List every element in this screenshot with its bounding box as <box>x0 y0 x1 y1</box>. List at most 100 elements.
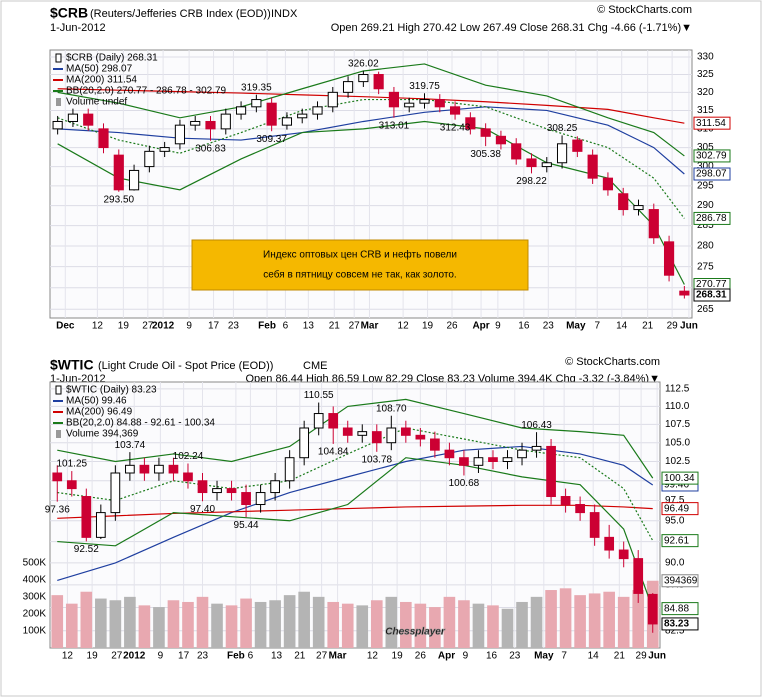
candle-body <box>81 496 92 538</box>
candle-body <box>502 457 513 463</box>
last-value-box <box>661 534 699 548</box>
candle-body <box>139 464 150 474</box>
candle-body <box>255 492 266 506</box>
candle-body <box>226 488 237 494</box>
candle-body <box>266 102 277 126</box>
candle-body <box>663 241 675 276</box>
y-tick-label: 90.0 <box>665 558 685 569</box>
candle-body <box>415 434 426 440</box>
volume-tick-label: 100K <box>23 626 47 637</box>
x-tick-label: Apr <box>472 321 489 332</box>
candle-body <box>297 113 308 119</box>
y-tick-label: 325 <box>697 69 714 80</box>
volume-bar <box>516 601 528 648</box>
candle-body <box>205 120 216 130</box>
last-value-box <box>693 288 731 302</box>
last-value-box <box>693 211 731 225</box>
x-tick-label: 21 <box>642 321 654 332</box>
last-value-label: 100.34 <box>664 473 695 484</box>
x-tick-label: 27 <box>316 651 328 662</box>
volume-bar <box>65 603 78 648</box>
x-tick-label: May <box>566 321 586 332</box>
watermark: Chessplayer <box>385 627 446 638</box>
volume-bar <box>588 593 601 648</box>
x-tick-label: 16 <box>518 321 530 332</box>
last-value-box <box>661 471 699 485</box>
last-value-label: 84.88 <box>664 603 689 614</box>
x-tick-label: 2012 <box>123 651 146 662</box>
candle-body <box>312 106 323 115</box>
overlay-line <box>57 504 653 519</box>
candle-body <box>449 106 461 115</box>
x-tick-label: 7 <box>594 321 600 332</box>
candle-body <box>434 99 445 108</box>
y-tick-label: 280 <box>697 241 714 252</box>
volume-bar <box>51 595 64 648</box>
y-tick-label: 295 <box>697 181 714 192</box>
y-tick-label: 285 <box>697 220 714 231</box>
legend-label: BB(20,2.0) 270.77 - 286.78 - 302.79 <box>66 86 227 97</box>
candle-body <box>400 427 411 436</box>
price-annotation: 102.24 <box>173 451 204 462</box>
candle-body <box>154 464 164 474</box>
candle-body <box>220 113 231 130</box>
last-value-label: 92.61 <box>664 535 689 546</box>
last-value-label: 96.49 <box>664 503 689 514</box>
candle-body <box>144 150 155 168</box>
legend-label: $WTIC (Daily) 83.23 <box>66 385 157 396</box>
volume-bar <box>138 605 151 648</box>
x-tick-label: 17 <box>208 321 220 332</box>
overlay-line <box>57 457 654 609</box>
price-annotation: 309.37 <box>256 134 287 145</box>
candle-body <box>531 445 542 451</box>
y-tick-label: 305 <box>697 142 714 153</box>
price-annotation: 312.43 <box>440 123 471 134</box>
y-tick-label: 95.0 <box>665 515 685 526</box>
price-annotation: 92.52 <box>74 544 99 555</box>
last-value-label: 394369 <box>664 575 698 586</box>
price-annotation: 319.35 <box>241 82 272 93</box>
volume-bar <box>211 603 223 648</box>
candle-body <box>480 128 491 137</box>
y-tick-label: 112.5 <box>665 384 690 395</box>
y-tick-label: 110.0 <box>665 401 690 412</box>
volume-bar <box>341 603 354 648</box>
price-annotation: 97.36 <box>45 504 70 515</box>
candle-body <box>190 120 201 126</box>
candle-body <box>168 464 179 474</box>
last-value-box <box>661 502 699 516</box>
candle-body <box>281 117 293 126</box>
candle-body <box>404 102 415 108</box>
candle-body <box>465 117 476 130</box>
y-tick-label: 315 <box>697 105 714 116</box>
volume-bar <box>400 601 412 648</box>
note-text: себя в пятницу совсем не так, как золото… <box>263 269 456 281</box>
candle-body <box>526 158 537 168</box>
candle-body <box>241 492 251 506</box>
x-tick-label: 12 <box>92 321 104 332</box>
x-tick-label: 29 <box>636 651 648 662</box>
x-tick-label: 16 <box>486 651 498 662</box>
x-tick-label: 12 <box>398 321 410 332</box>
x-tick-label: 19 <box>118 321 130 332</box>
legend-symbol <box>56 98 61 106</box>
candle-body <box>488 457 498 463</box>
x-tick-label: Feb <box>227 651 245 662</box>
x-tick-label: 27 <box>111 651 123 662</box>
source: © StockCharts.com <box>565 356 660 368</box>
chart-subtitle: (Reuters/Jefferies CRB Index (EOD)) <box>90 8 271 20</box>
volume-bar <box>124 596 136 648</box>
candle-body <box>541 162 552 168</box>
volume-bar <box>487 605 499 648</box>
x-tick-label: 17 <box>178 651 190 662</box>
x-tick-label: 26 <box>446 321 458 332</box>
last-value-box <box>693 167 731 181</box>
x-tick-label: Apr <box>438 651 455 662</box>
last-value-box <box>661 574 699 588</box>
candle-body <box>572 139 583 152</box>
note-text: Индекс оптовых цен CRB и нефть повели <box>263 249 457 261</box>
candle-body <box>251 99 262 108</box>
volume-bar <box>501 608 514 648</box>
candle-body <box>648 209 659 239</box>
